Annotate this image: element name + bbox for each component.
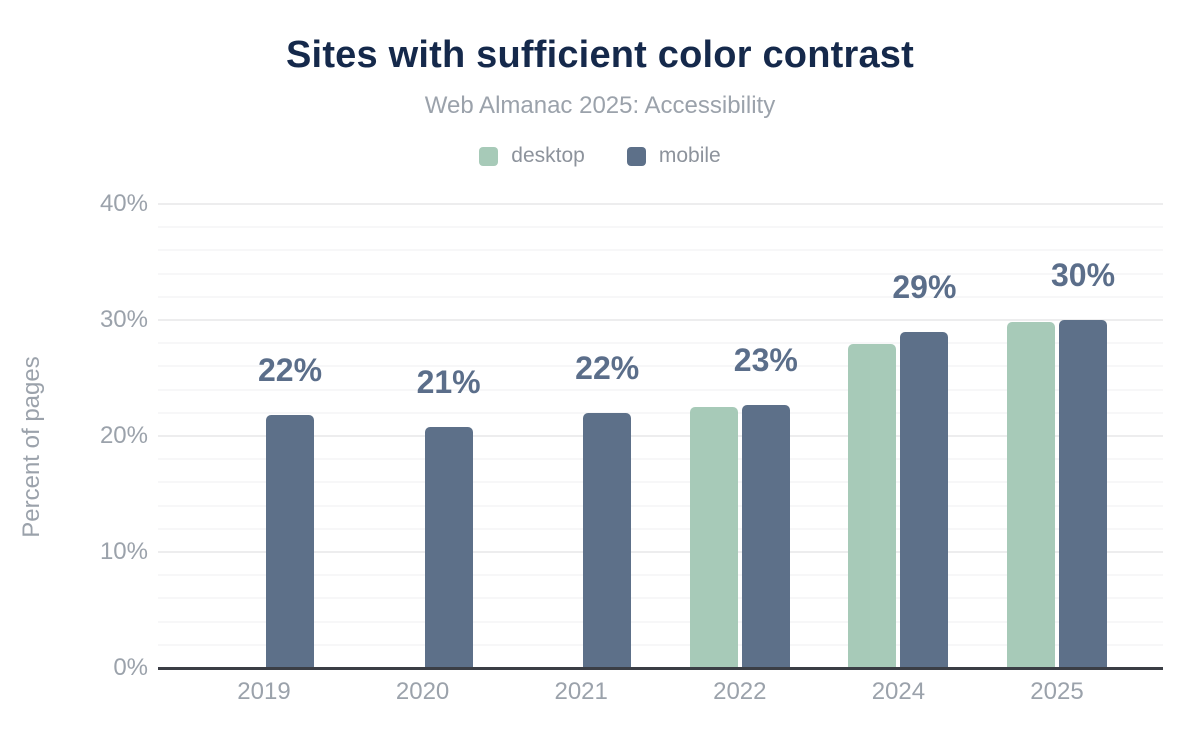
gridline [158, 295, 1163, 298]
x-tick-label-2019: 2019 [237, 678, 291, 705]
bar-mobile-2022[interactable] [741, 404, 790, 668]
gridline [158, 481, 1163, 484]
gridline [158, 643, 1163, 646]
y-tick-label: 0% [113, 654, 148, 681]
value-label-2025: 30% [1050, 257, 1116, 293]
gridline [158, 342, 1163, 345]
gridline [158, 551, 1163, 553]
legend-label-mobile: mobile [658, 144, 721, 167]
legend-label-desktop: desktop [511, 144, 585, 167]
bar-mobile-2025[interactable] [1059, 320, 1107, 668]
x-axis-line [158, 667, 1163, 670]
legend-item-mobile: mobile [626, 144, 721, 168]
x-tick-label-2020: 2020 [395, 678, 450, 705]
gridline [158, 504, 1163, 507]
gridline [158, 319, 1163, 321]
value-label-2022: 23% [733, 341, 798, 378]
gridline [158, 203, 1163, 205]
y-tick-label: 20% [99, 422, 148, 449]
desktop-swatch-icon [479, 146, 499, 166]
chart-subtitle: Web Almanac 2025: Accessibility [424, 92, 776, 119]
gridline [158, 458, 1163, 461]
chart-title: Sites with sufficient color contrast [286, 34, 914, 76]
value-label-2024: 29% [892, 268, 957, 305]
gridline [158, 388, 1163, 391]
legend-item-desktop: desktop [479, 144, 585, 168]
gridline [158, 272, 1163, 275]
bar-desktop-2022[interactable] [689, 407, 738, 668]
bar-mobile-2020[interactable] [424, 426, 473, 668]
legend: desktop mobile [0, 144, 1200, 168]
bar-mobile-2019[interactable] [266, 415, 314, 668]
gridline [158, 365, 1163, 368]
gridline [158, 249, 1163, 252]
bar-mobile-2024[interactable] [900, 331, 949, 668]
bar-desktop-2024[interactable] [848, 344, 897, 668]
gridline [158, 574, 1163, 577]
gridline [158, 226, 1163, 229]
x-tick-label-2021: 2021 [554, 678, 608, 705]
y-tick-label: 30% [99, 306, 148, 333]
gridline [158, 620, 1163, 623]
bar-mobile-2021[interactable] [583, 412, 632, 668]
y-tick-label: 40% [99, 190, 148, 217]
y-tick-label: 10% [99, 538, 148, 565]
gridline [158, 597, 1163, 600]
value-label-2021: 22% [575, 349, 640, 386]
x-tick-label-2024: 2024 [871, 678, 926, 705]
gridline [158, 435, 1163, 437]
x-tick-label-2022: 2022 [713, 678, 767, 705]
value-label-2019: 22% [257, 352, 323, 389]
gridline [158, 527, 1163, 530]
x-tick-label-2025: 2025 [1030, 678, 1084, 705]
gridline [158, 411, 1163, 414]
value-label-2020: 21% [416, 363, 481, 400]
bar-desktop-2025[interactable] [1007, 322, 1055, 668]
mobile-swatch-icon [626, 146, 646, 166]
